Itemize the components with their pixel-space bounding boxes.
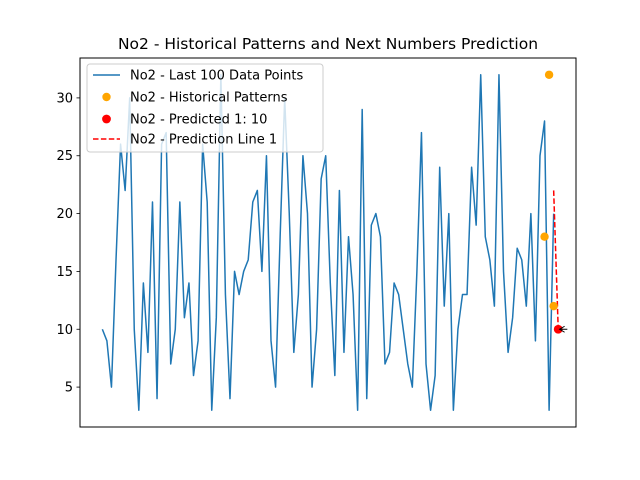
series-line-last-100 xyxy=(101,74,555,411)
plot-area xyxy=(101,70,568,411)
predicted-point-0 xyxy=(553,324,563,334)
y-tick-label-10: 10 xyxy=(56,323,73,338)
y-tick-label-25: 25 xyxy=(56,149,73,164)
legend-label-4: No2 - Prediction Line 1 xyxy=(130,133,277,148)
legend-swatch-predicted xyxy=(102,114,111,124)
pattern-point-0 xyxy=(540,232,549,241)
axes-frame xyxy=(79,57,577,428)
pattern-point-2 xyxy=(549,301,558,311)
legend-swatch-patterns xyxy=(102,92,111,102)
y-axis: 5 10 15 20 25 30 xyxy=(56,91,80,396)
chart-title: No2 - Historical Patterns and Next Numbe… xyxy=(118,35,538,53)
pattern-point-1 xyxy=(544,70,554,79)
y-tick-label-5: 5 xyxy=(65,381,73,396)
legend-label-3: No2 - Predicted 1: 10 xyxy=(130,113,267,128)
y-tick-label-20: 20 xyxy=(56,207,73,222)
legend: No2 - Last 100 Data Points No2 - Historic… xyxy=(86,63,324,153)
legend-label-1: No2 - Last 100 Data Points xyxy=(130,69,304,84)
y-tick-label-15: 15 xyxy=(56,265,73,280)
arrow-head-0 xyxy=(558,325,565,333)
legend-label-2: No2 - Historical Patterns xyxy=(130,91,288,106)
legend-box xyxy=(86,63,324,153)
y-tick-label-30: 30 xyxy=(56,91,73,106)
